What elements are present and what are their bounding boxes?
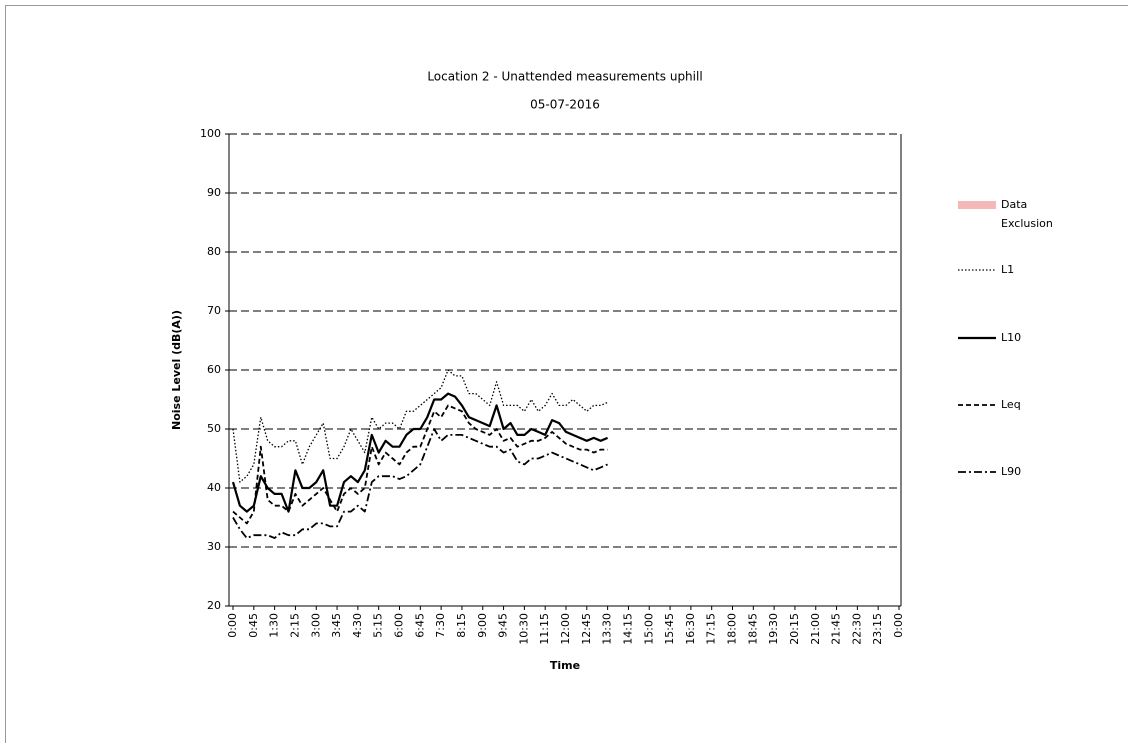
x-tick-label: 19:30 xyxy=(767,613,780,645)
x-tick-label: 3:45 xyxy=(330,613,343,638)
x-tick-label: 20:15 xyxy=(788,613,801,645)
legend-label: L90 xyxy=(1001,465,1021,478)
x-tick-label: 21:00 xyxy=(809,613,822,645)
x-tick-label: 17:15 xyxy=(705,613,718,645)
chart-subtitle: 05-07-2016 xyxy=(530,98,600,112)
y-tick-label: 90 xyxy=(207,186,221,199)
x-tick-label: 4:30 xyxy=(351,613,364,638)
x-tick-label: 8:15 xyxy=(455,613,468,638)
legend-label: Leq xyxy=(1001,398,1021,411)
legend-label: Data Exclusion xyxy=(1001,198,1053,230)
legend-label: L1 xyxy=(1001,263,1014,276)
y-tick-label: 70 xyxy=(207,304,221,317)
x-tick-label: 11:15 xyxy=(538,613,551,645)
x-tick-label: 6:00 xyxy=(393,613,406,638)
series-line xyxy=(232,404,608,525)
x-tick-label: 7:30 xyxy=(434,613,447,638)
frame xyxy=(5,5,1128,743)
x-tick-label: 6:45 xyxy=(413,613,426,638)
x-tick-label: 5:15 xyxy=(372,613,385,638)
y-axis-label: Noise Level (dB(A)) xyxy=(170,310,183,430)
x-tick-label: 16:30 xyxy=(684,613,697,645)
x-axis-label: Time xyxy=(550,659,580,672)
x-tick-label: 9:00 xyxy=(476,613,489,638)
y-tick-label: 60 xyxy=(207,363,221,376)
y-tick-label: 30 xyxy=(207,540,221,553)
x-tick-label: 14:15 xyxy=(621,613,634,645)
x-tick-label: 12:00 xyxy=(559,613,572,645)
series-line xyxy=(232,428,608,539)
y-tick-label: 20 xyxy=(207,599,221,612)
x-tick-label: 23:15 xyxy=(871,613,884,645)
x-tick-label: 15:00 xyxy=(642,613,655,645)
x-tick-label: 9:45 xyxy=(497,613,510,638)
x-tick-label: 18:45 xyxy=(746,613,759,645)
x-tick-label: 0:45 xyxy=(247,613,260,638)
y-tick-label: 50 xyxy=(207,422,221,435)
x-tick-label: 15:45 xyxy=(663,613,676,645)
series-line xyxy=(231,392,609,513)
x-tick-label: 13:30 xyxy=(601,613,614,645)
x-tick-label: 21:45 xyxy=(830,613,843,645)
y-tick-label: 100 xyxy=(200,127,221,140)
y-tick-label: 40 xyxy=(207,481,221,494)
y-tick-label: 80 xyxy=(207,245,221,258)
x-tick-label: 0:00 xyxy=(892,613,905,638)
x-tick-label: 1:30 xyxy=(268,613,281,638)
x-tick-label: 3:00 xyxy=(309,613,322,638)
legend-label: L10 xyxy=(1001,331,1021,344)
x-tick-label: 22:30 xyxy=(850,613,863,645)
x-tick-label: 18:00 xyxy=(726,613,739,645)
chart-title: Location 2 - Unattended measurements uph… xyxy=(427,70,702,84)
x-tick-label: 12:45 xyxy=(580,613,593,645)
series-line xyxy=(232,369,608,483)
x-tick-label: 2:15 xyxy=(288,613,301,638)
x-tick-label: 0:00 xyxy=(226,613,239,638)
x-tick-label: 10:30 xyxy=(517,613,530,645)
